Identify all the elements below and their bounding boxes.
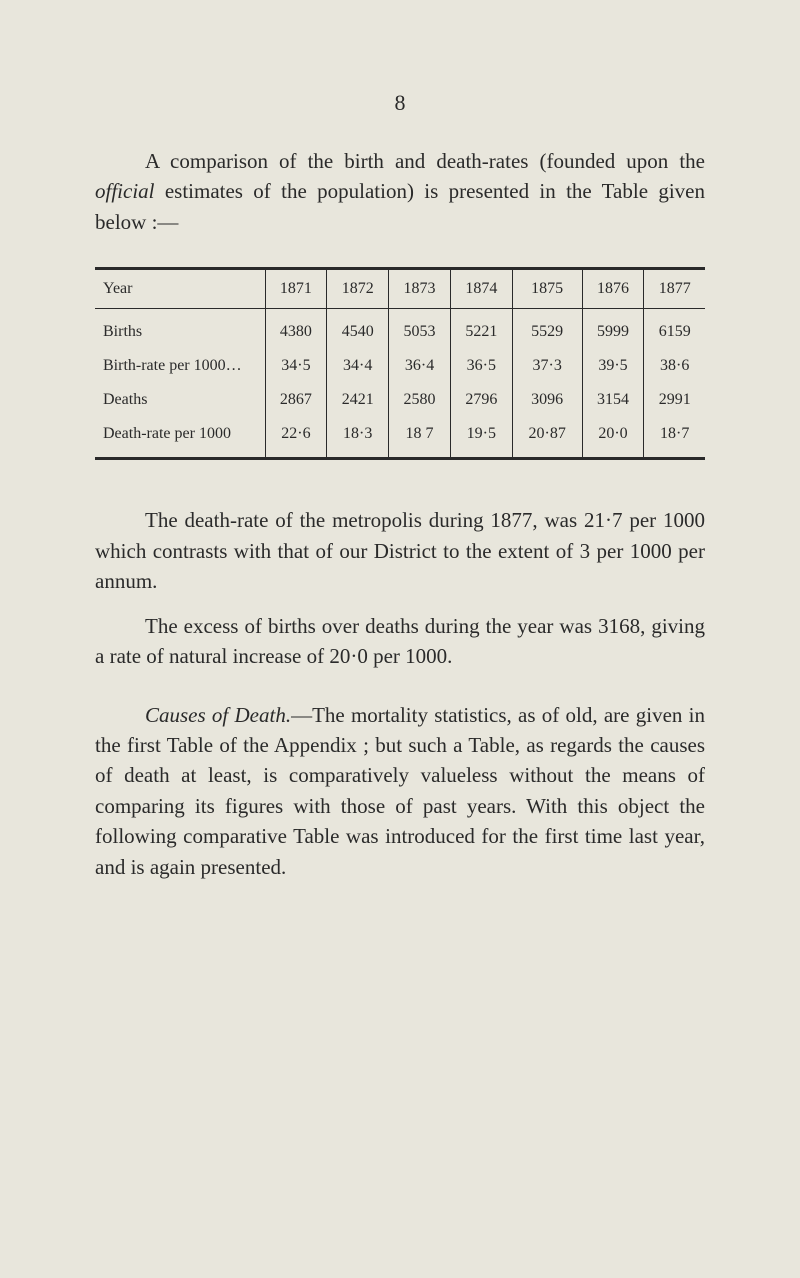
causes-body: —The mortality statistics, as of old, ar… <box>95 703 705 879</box>
page-number: 8 <box>95 90 705 116</box>
cell: 18·3 <box>327 417 389 459</box>
cell: 2421 <box>327 383 389 417</box>
table-row: Death-rate per 1000 22·6 18·3 18 7 19·5 … <box>95 417 705 459</box>
intro-italic: official <box>95 179 155 203</box>
cell: 18 7 <box>389 417 451 459</box>
cell: 3154 <box>582 383 644 417</box>
death-rate-paragraph: The death-rate of the metropolis during … <box>95 505 705 596</box>
header-col: 1872 <box>327 269 389 309</box>
cell: 2796 <box>450 383 512 417</box>
cell: 20·0 <box>582 417 644 459</box>
causes-paragraph: Causes of Death.—The mortality statistic… <box>95 700 705 883</box>
cell: 37·3 <box>512 349 582 383</box>
cell: 4540 <box>327 309 389 350</box>
cell: 20·87 <box>512 417 582 459</box>
death-rate-text: The death-rate of the metropolis during … <box>95 508 705 593</box>
cell: 5999 <box>582 309 644 350</box>
cell: 34·5 <box>265 349 327 383</box>
cell: 39·5 <box>582 349 644 383</box>
cell: 36·4 <box>389 349 451 383</box>
table-row: Births 4380 4540 5053 5221 5529 5999 615… <box>95 309 705 350</box>
cell: 4380 <box>265 309 327 350</box>
table-row: Deaths 2867 2421 2580 2796 3096 3154 299… <box>95 383 705 417</box>
table-row: Birth-rate per 1000… 34·5 34·4 36·4 36·5… <box>95 349 705 383</box>
rates-table: Year 1871 1872 1873 1874 1875 1876 1877 … <box>95 267 705 460</box>
cell: 2991 <box>644 383 705 417</box>
cell: 22·6 <box>265 417 327 459</box>
row-label: Deaths <box>95 383 265 417</box>
cell: 5529 <box>512 309 582 350</box>
cell: 19·5 <box>450 417 512 459</box>
cell: 36·5 <box>450 349 512 383</box>
intro-text-2: estimates of the population) is presente… <box>95 179 705 233</box>
header-col: 1873 <box>389 269 451 309</box>
cell: 34·4 <box>327 349 389 383</box>
causes-italic: Causes of Death. <box>145 703 291 727</box>
row-label: Births <box>95 309 265 350</box>
cell: 2867 <box>265 383 327 417</box>
intro-paragraph: A comparison of the birth and death-rate… <box>95 146 705 237</box>
cell: 5221 <box>450 309 512 350</box>
excess-paragraph: The excess of births over deaths during … <box>95 611 705 672</box>
row-label: Death-rate per 1000 <box>95 417 265 459</box>
cell: 18·7 <box>644 417 705 459</box>
rates-table-wrapper: Year 1871 1872 1873 1874 1875 1876 1877 … <box>95 267 705 460</box>
header-col: 1875 <box>512 269 582 309</box>
cell: 3096 <box>512 383 582 417</box>
header-col: 1876 <box>582 269 644 309</box>
excess-text: The excess of births over deaths during … <box>95 614 705 668</box>
row-label: Birth-rate per 1000… <box>95 349 265 383</box>
cell: 2580 <box>389 383 451 417</box>
header-col: 1874 <box>450 269 512 309</box>
cell: 6159 <box>644 309 705 350</box>
header-col: 1877 <box>644 269 705 309</box>
cell: 5053 <box>389 309 451 350</box>
cell: 38·6 <box>644 349 705 383</box>
intro-text-1: A comparison of the birth and death-rate… <box>145 149 705 173</box>
table-header-row: Year 1871 1872 1873 1874 1875 1876 1877 <box>95 269 705 309</box>
header-year-label: Year <box>95 269 265 309</box>
header-col: 1871 <box>265 269 327 309</box>
